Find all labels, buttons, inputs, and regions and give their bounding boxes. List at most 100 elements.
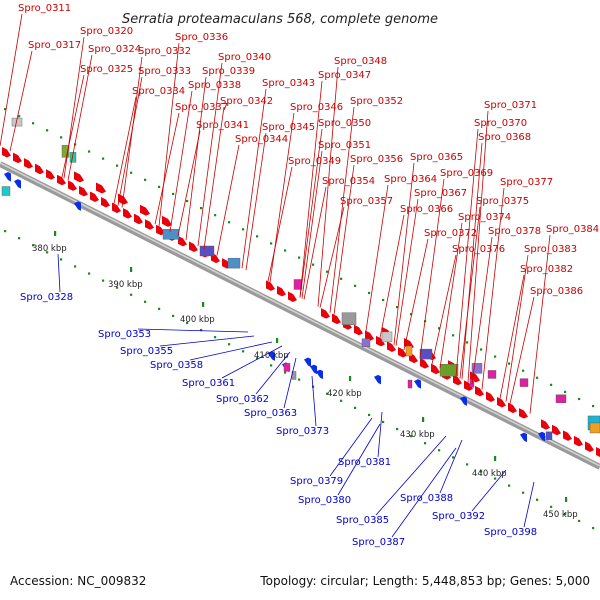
reverse-leader-line — [311, 375, 317, 427]
forward-gene-label: Spro_0378 — [488, 226, 541, 237]
forward-gene-arrow — [145, 219, 154, 230]
reverse-special-feature — [361, 338, 371, 348]
inner-grid-dot — [480, 470, 483, 473]
forward-leader-line — [169, 90, 193, 232]
reverse-leader-line — [471, 469, 507, 512]
forward-gene-label: Spro_0366 — [400, 204, 453, 215]
reverse-gene-label: Spro_0392 — [432, 511, 485, 522]
inner-grid-dot — [564, 512, 567, 516]
forward-gene-label: Spro_0341 — [196, 120, 249, 131]
inner-grid-dot — [172, 314, 175, 318]
outer-grid-dot — [522, 369, 525, 372]
forward-gene-arrow — [156, 224, 165, 236]
inner-grid-dot — [200, 329, 203, 332]
special-gene-feature — [555, 394, 567, 403]
forward-leader-line — [395, 198, 419, 347]
forward-gene-arrow — [354, 324, 363, 336]
inner-grid-dot — [592, 526, 595, 530]
inner-grid-dot — [46, 251, 49, 254]
reverse-gene-arrow — [304, 357, 311, 368]
forward-gene-label: Spro_0377 — [500, 177, 553, 188]
forward-leader-line — [203, 106, 225, 250]
forward-gene-label: Spro_0346 — [290, 102, 343, 113]
outer-grid-dot — [564, 390, 567, 394]
forward-leader-line — [267, 166, 293, 282]
outer-grid-dot — [452, 334, 455, 337]
reverse-gene-arrow — [14, 179, 21, 189]
forward-gene-arrow — [134, 213, 143, 225]
outer-grid-dot — [480, 348, 483, 351]
forward-gene-label: Spro_0347 — [318, 70, 371, 81]
position-tick-label: 450 kbp — [543, 510, 578, 520]
reverse-gene-label: Spro_0385 — [336, 515, 389, 526]
reverse-gene-label: Spro_0328 — [20, 292, 73, 303]
forward-leader-line — [0, 13, 23, 147]
inner-grid-dot — [438, 449, 441, 452]
inner-grid-dot — [298, 378, 301, 381]
position-tick-label: 410 kbp — [254, 351, 289, 361]
forward-leader-line — [509, 296, 535, 404]
inner-grid-dot — [326, 392, 329, 395]
forward-gene-label: Spro_0334 — [132, 86, 185, 97]
position-ticks: 380 kbp 390 kbp 400 kbp 410 kbp 420 kbp 430 k… — [32, 231, 578, 520]
reverse-leader-line — [329, 417, 373, 477]
inner-grid-dot — [270, 364, 273, 367]
forward-leader-line — [299, 128, 323, 298]
position-tick-mark — [422, 417, 425, 422]
outer-grid-dot — [340, 277, 343, 280]
outer-grid-dot — [494, 355, 497, 358]
outer-grid-dot — [144, 178, 147, 181]
outer-grid-dot — [18, 115, 21, 118]
forward-gene-label: Spro_0317 — [28, 40, 81, 51]
forward-gene-arrow — [123, 208, 132, 219]
outer-grid-dot — [270, 242, 273, 245]
forward-leader-line — [529, 234, 551, 414]
reverse-gene-label: Spro_0361 — [182, 378, 235, 389]
outer-grid-dot — [256, 235, 259, 238]
forward-leader-line — [403, 238, 429, 351]
special-gene-feature — [589, 422, 600, 434]
forward-gene-label: Spro_0372 — [424, 228, 477, 239]
outer-grid-dot — [396, 305, 399, 309]
forward-gene-label: Spro_0364 — [384, 174, 437, 185]
inner-grid-dot — [494, 477, 497, 480]
outer-grid-dot — [508, 362, 511, 365]
reverse-gene-label: Spro_0353 — [98, 329, 151, 340]
inner-grid-dot — [102, 279, 105, 282]
reverse-leader-line — [221, 345, 283, 379]
special-gene-feature — [405, 345, 413, 357]
forward-gene-arrow — [101, 197, 110, 208]
forward-gene-arrow — [574, 435, 583, 447]
forward-gene-arrow — [585, 441, 594, 452]
reverse-leader-line — [375, 435, 447, 516]
forward-leader-line — [365, 184, 389, 331]
reverse-special-feature — [545, 431, 553, 440]
genome-summary-text: Topology: circular; Length: 5,448,853 bp… — [259, 574, 590, 588]
reverse-gene-arrow — [268, 351, 275, 361]
forward-gene-arrow — [431, 363, 440, 375]
forward-gene-arrow — [57, 174, 66, 186]
reverse-gene-label: Spro_0379 — [290, 476, 343, 487]
reverse-gene-label: Spro_0363 — [244, 408, 297, 419]
reverse-gene-label: Spro_0373 — [276, 426, 329, 437]
inner-grid-dot — [186, 321, 189, 325]
forward-gene-label: Spro_0344 — [235, 134, 288, 145]
inner-grid-dot — [158, 307, 161, 310]
forward-gene-label: Spro_0324 — [88, 44, 141, 55]
genome-backbone — [0, 161, 600, 470]
forward-leader-line — [329, 106, 355, 313]
reverse-leader-line — [57, 253, 61, 293]
reverse-gene-label: Spro_0387 — [352, 537, 405, 548]
reverse-gene-label: Spro_0380 — [298, 495, 351, 506]
position-tick-mark — [130, 267, 133, 272]
reverse-leader-line — [523, 481, 535, 528]
forward-leader-line — [499, 274, 525, 399]
inner-grid-dot — [382, 420, 385, 424]
reverse-gene-label: Spro_0362 — [216, 394, 269, 405]
reverse-gene-arrow — [74, 201, 81, 211]
forward-gene-label: Spro_0338 — [188, 80, 241, 91]
forward-gene-arrow — [486, 391, 495, 402]
position-tick-label: 430 kbp — [400, 430, 435, 440]
special-gene-feature — [519, 378, 529, 387]
special-gene-feature — [439, 364, 459, 377]
